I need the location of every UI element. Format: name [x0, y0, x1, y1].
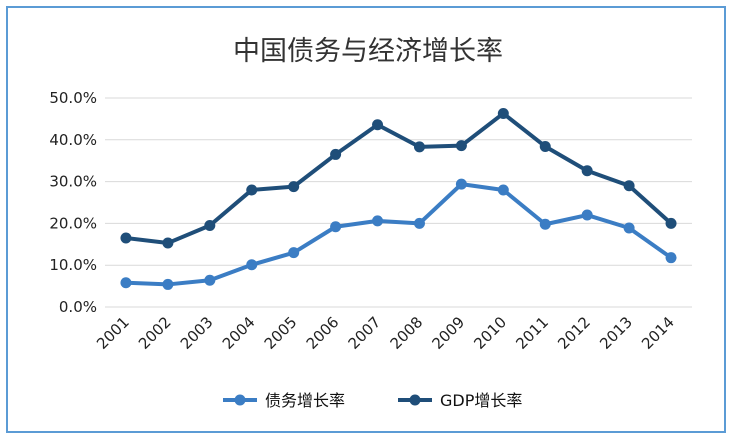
series-0-point	[623, 222, 635, 234]
x-tick-label: 2006	[303, 313, 343, 353]
series-1-point	[162, 237, 174, 249]
series-0-point	[288, 247, 300, 259]
x-tick-label: 2007	[345, 313, 385, 353]
y-tick-label: 20.0%	[49, 214, 97, 232]
x-tick-label: 2010	[470, 313, 510, 353]
series-1-point	[623, 180, 635, 192]
series-group	[120, 107, 677, 290]
chart-title: 中国债务与经济增长率	[233, 36, 503, 67]
series-1-point	[246, 184, 258, 196]
grid-lines	[105, 97, 692, 308]
series-1-point	[120, 232, 132, 244]
series-1-point	[372, 119, 384, 131]
x-tick-label: 2014	[638, 313, 678, 353]
x-tick-label: 2008	[387, 313, 427, 353]
y-axis-ticks: 50.0% 40.0% 30.0% 20.0% 10.0% 0.0%	[49, 89, 97, 316]
series-0-point	[120, 277, 132, 289]
x-axis-ticks: 2001 2002 2003 2004 2005 2006 2007 2008 2009 2010…	[93, 313, 678, 353]
series-0-point	[413, 217, 425, 229]
series-0-point	[665, 252, 677, 264]
y-tick-label: 30.0%	[49, 173, 97, 191]
series-1-point	[497, 107, 509, 119]
y-tick-label: 40.0%	[49, 131, 97, 149]
chart-svg: 中国债务与经济增长率 50.0% 40.0% 30.0% 20.0% 10.0% 0.0%…	[49, 36, 692, 410]
series-0-point	[372, 215, 384, 227]
x-tick-label: 2005	[261, 313, 301, 353]
x-tick-label: 2013	[596, 313, 636, 353]
series-0-point	[162, 278, 174, 290]
series-1-point	[330, 148, 342, 160]
y-tick-label: 0.0%	[59, 298, 97, 316]
x-tick-label: 2009	[428, 313, 468, 353]
y-tick-label: 10.0%	[49, 256, 97, 274]
legend-label: GDP增长率	[440, 391, 522, 410]
chart-frame: 中国债务与经济增长率 50.0% 40.0% 30.0% 20.0% 10.0% 0.0%…	[6, 6, 726, 433]
series-0-point	[455, 178, 467, 190]
series-1-point	[204, 219, 216, 231]
series-1-point	[413, 141, 425, 153]
x-tick-label: 2002	[135, 313, 175, 353]
x-tick-label: 2012	[554, 313, 594, 353]
series-1-point	[288, 181, 300, 193]
x-tick-label: 2003	[177, 313, 217, 353]
series-0-point	[246, 259, 258, 271]
legend: 债务增长率 GDP增长率	[223, 391, 522, 410]
legend-swatch-marker	[234, 394, 246, 406]
x-tick-label: 2004	[219, 313, 259, 353]
series-0-point	[330, 221, 342, 233]
series-1-point	[539, 140, 551, 152]
legend-label: 债务增长率	[265, 391, 345, 410]
x-tick-label: 2001	[93, 313, 133, 353]
series-0-point	[581, 209, 593, 221]
series-0-point	[497, 184, 509, 196]
series-1-point	[581, 165, 593, 177]
x-tick-label: 2011	[512, 313, 552, 353]
y-tick-label: 50.0%	[49, 89, 97, 107]
series-1-point	[455, 140, 467, 152]
series-0-point	[204, 274, 216, 286]
series-line-1	[125, 111, 673, 246]
legend-swatch-marker	[409, 394, 421, 406]
series-1-point	[665, 217, 677, 229]
series-line-0	[125, 182, 673, 287]
series-0-point	[539, 218, 551, 230]
